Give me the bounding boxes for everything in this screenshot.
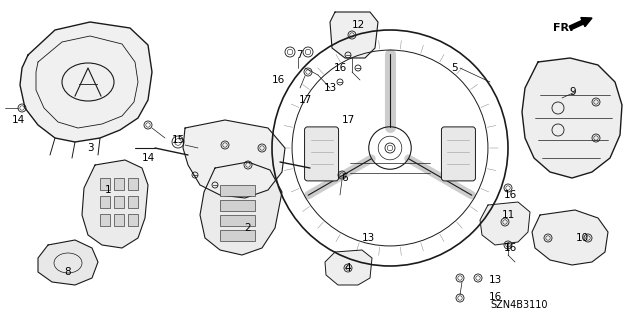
- Bar: [100, 178, 110, 190]
- Text: FR.: FR.: [553, 23, 573, 33]
- Text: 8: 8: [65, 267, 71, 277]
- Text: 13: 13: [488, 275, 502, 285]
- Text: 7: 7: [296, 50, 302, 60]
- Text: 17: 17: [298, 95, 312, 105]
- Polygon shape: [183, 120, 285, 198]
- Text: 12: 12: [351, 20, 365, 30]
- Polygon shape: [82, 160, 148, 248]
- Polygon shape: [480, 202, 530, 245]
- Bar: [114, 214, 124, 226]
- Text: 16: 16: [271, 75, 285, 85]
- Text: 16: 16: [504, 243, 516, 253]
- Text: 4: 4: [345, 263, 351, 273]
- Text: 2: 2: [244, 223, 252, 233]
- Text: 1: 1: [105, 185, 111, 195]
- Bar: [128, 214, 138, 226]
- Text: SZN4B3110: SZN4B3110: [490, 300, 547, 310]
- Text: 11: 11: [501, 210, 515, 220]
- Bar: [220, 200, 255, 211]
- Text: 14: 14: [141, 153, 155, 163]
- Bar: [128, 178, 138, 190]
- Text: 14: 14: [12, 115, 24, 125]
- Text: 3: 3: [86, 143, 93, 153]
- Text: 13: 13: [323, 83, 337, 93]
- Polygon shape: [20, 22, 152, 142]
- FancyBboxPatch shape: [442, 127, 476, 181]
- Bar: [100, 214, 110, 226]
- Bar: [220, 230, 255, 241]
- Text: 9: 9: [570, 87, 576, 97]
- Text: 15: 15: [172, 135, 184, 145]
- FancyArrow shape: [569, 18, 592, 30]
- Bar: [220, 215, 255, 226]
- Text: 16: 16: [488, 292, 502, 302]
- Polygon shape: [522, 58, 622, 178]
- Bar: [114, 178, 124, 190]
- Polygon shape: [532, 210, 608, 265]
- Polygon shape: [38, 240, 98, 285]
- Text: 13: 13: [362, 233, 374, 243]
- Polygon shape: [200, 162, 282, 255]
- Text: 5: 5: [452, 63, 458, 73]
- Polygon shape: [325, 250, 372, 285]
- Text: 17: 17: [341, 115, 355, 125]
- Bar: [100, 196, 110, 208]
- Bar: [128, 196, 138, 208]
- Text: 10: 10: [575, 233, 589, 243]
- Bar: [220, 185, 255, 196]
- Bar: [114, 196, 124, 208]
- Text: 16: 16: [333, 63, 347, 73]
- Text: 6: 6: [342, 173, 348, 183]
- FancyBboxPatch shape: [305, 127, 339, 181]
- Polygon shape: [330, 12, 378, 58]
- Text: 16: 16: [504, 190, 516, 200]
